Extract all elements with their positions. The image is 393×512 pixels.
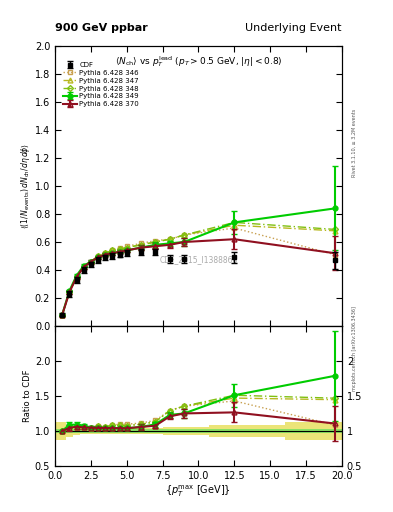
Pythia 6.428 347 — [67, 289, 72, 295]
Pythia 6.428 347 — [81, 264, 86, 270]
Pythia 6.428 347 — [167, 236, 172, 242]
Y-axis label: $\langle(1/N_\mathrm{events})\,dN_\mathrm{ch}/d\eta\,d\phi\rangle$: $\langle(1/N_\mathrm{events})\,dN_\mathr… — [19, 143, 32, 229]
Pythia 6.428 346 — [96, 253, 101, 259]
Pythia 6.428 347 — [139, 242, 143, 248]
Y-axis label: Ratio to CDF: Ratio to CDF — [23, 370, 32, 422]
Pythia 6.428 348 — [232, 219, 237, 225]
Pythia 6.428 347 — [88, 259, 93, 265]
Pythia 6.428 346 — [74, 274, 79, 280]
Pythia 6.428 347 — [332, 228, 337, 234]
Legend: CDF, Pythia 6.428 346, Pythia 6.428 347, Pythia 6.428 348, Pythia 6.428 349, Pyt: CDF, Pythia 6.428 346, Pythia 6.428 347,… — [61, 61, 141, 109]
Pythia 6.428 346 — [117, 245, 122, 251]
Pythia 6.428 348 — [139, 242, 143, 248]
X-axis label: $\{p_T^\mathrm{max}$ [GeV]$\}$: $\{p_T^\mathrm{max}$ [GeV]$\}$ — [165, 483, 231, 499]
Pythia 6.428 348 — [167, 236, 172, 242]
Pythia 6.428 346 — [81, 264, 86, 270]
Pythia 6.428 347 — [60, 312, 64, 318]
Pythia 6.428 347 — [96, 253, 101, 259]
Pythia 6.428 346 — [103, 250, 108, 257]
Pythia 6.428 348 — [74, 274, 79, 280]
Pythia 6.428 346 — [332, 251, 337, 258]
Pythia 6.428 348 — [117, 246, 122, 252]
Pythia 6.428 348 — [125, 245, 129, 251]
Pythia 6.428 347 — [103, 250, 108, 257]
Text: Underlying Event: Underlying Event — [245, 23, 342, 33]
Pythia 6.428 348 — [60, 312, 64, 318]
Pythia 6.428 348 — [103, 250, 108, 257]
Pythia 6.428 348 — [81, 264, 86, 270]
Pythia 6.428 348 — [332, 226, 337, 232]
Pythia 6.428 346 — [182, 232, 187, 238]
Line: Pythia 6.428 348: Pythia 6.428 348 — [60, 220, 337, 317]
Pythia 6.428 346 — [60, 312, 64, 318]
Pythia 6.428 347 — [182, 232, 187, 238]
Pythia 6.428 346 — [139, 240, 143, 246]
Text: Rivet 3.1.10, ≥ 3.2M events: Rivet 3.1.10, ≥ 3.2M events — [352, 109, 357, 178]
Pythia 6.428 347 — [117, 246, 122, 252]
Pythia 6.428 347 — [232, 222, 237, 228]
Pythia 6.428 348 — [67, 289, 72, 295]
Pythia 6.428 348 — [110, 247, 115, 253]
Pythia 6.428 347 — [74, 274, 79, 280]
Pythia 6.428 346 — [88, 259, 93, 265]
Text: CDF_2015_I1388868: CDF_2015_I1388868 — [159, 255, 238, 264]
Pythia 6.428 346 — [153, 238, 158, 244]
Pythia 6.428 346 — [125, 243, 129, 249]
Pythia 6.428 346 — [110, 247, 115, 253]
Pythia 6.428 348 — [182, 232, 187, 238]
Text: 900 GeV ppbar: 900 GeV ppbar — [55, 23, 148, 33]
Pythia 6.428 346 — [232, 225, 237, 231]
Pythia 6.428 348 — [88, 259, 93, 265]
Pythia 6.428 347 — [125, 245, 129, 251]
Line: Pythia 6.428 347: Pythia 6.428 347 — [60, 223, 337, 317]
Text: mcplots.cern.ch [arXiv:1306.3436]: mcplots.cern.ch [arXiv:1306.3436] — [352, 306, 357, 391]
Pythia 6.428 347 — [110, 247, 115, 253]
Pythia 6.428 348 — [96, 253, 101, 259]
Pythia 6.428 346 — [167, 236, 172, 242]
Pythia 6.428 347 — [153, 239, 158, 245]
Pythia 6.428 348 — [153, 239, 158, 245]
Text: $\langle N_\mathrm{ch}\rangle$ vs $p_T^\mathrm{lead}$ ($p_T > 0.5$ GeV, $|\eta| : $\langle N_\mathrm{ch}\rangle$ vs $p_T^\… — [115, 54, 282, 70]
Line: Pythia 6.428 346: Pythia 6.428 346 — [60, 226, 337, 317]
Pythia 6.428 346 — [67, 289, 72, 295]
